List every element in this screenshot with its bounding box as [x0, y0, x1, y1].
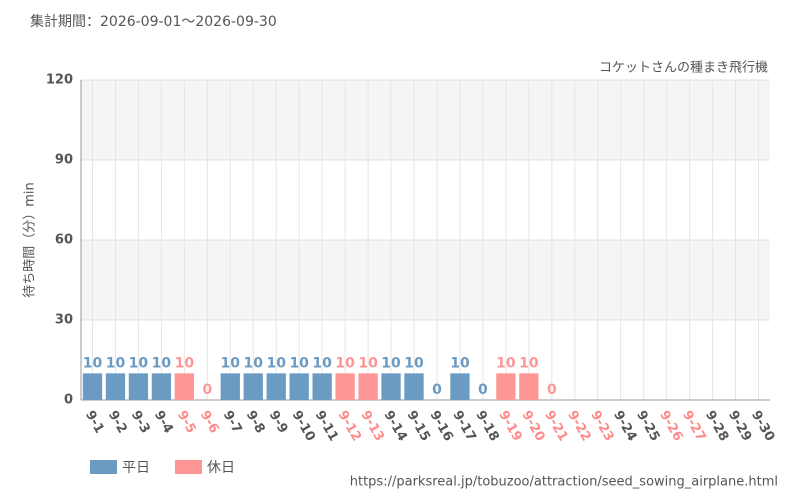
bar: [335, 373, 355, 400]
data-label: 10: [152, 355, 172, 371]
legend-swatch: [175, 460, 202, 474]
y-tick-label: 30: [55, 313, 73, 328]
data-label: 0: [478, 382, 488, 398]
data-label: 0: [547, 382, 557, 398]
bar: [312, 373, 332, 400]
chart-title: 集計期間：2026-09-01～2026-09-30: [30, 13, 277, 30]
x-tick-label: 9-6: [197, 408, 222, 436]
chart-subtitle: コケットさんの種まき飛行機: [599, 60, 768, 76]
data-label: 10: [244, 355, 264, 371]
data-label: 0: [202, 382, 212, 398]
legend-swatch: [90, 460, 117, 474]
bar: [220, 373, 240, 400]
bar: [358, 373, 378, 400]
source-url: https://parksreal.jp/tobuzoo/attraction/…: [350, 475, 778, 490]
x-tick-label: 9-7: [220, 408, 245, 436]
bar: [404, 373, 424, 400]
data-label: 10: [312, 355, 332, 371]
x-tick-label: 9-4: [151, 408, 176, 436]
data-label: 10: [266, 355, 286, 371]
bar: [381, 373, 401, 400]
x-tick-label: 9-9: [266, 408, 291, 436]
data-label: 10: [450, 355, 470, 371]
data-label: 10: [519, 355, 539, 371]
x-tick-label: 9-2: [105, 408, 130, 436]
plot-band: [81, 240, 770, 320]
y-tick-label: 120: [46, 73, 73, 88]
y-tick-label: 90: [55, 153, 73, 168]
bar: [151, 373, 172, 400]
data-label: 10: [496, 355, 516, 371]
data-label: 10: [83, 355, 103, 371]
bar: [243, 373, 263, 400]
x-tick-label: 9-1: [82, 408, 107, 436]
bar: [128, 373, 149, 400]
bar: [105, 373, 126, 400]
x-tick-label: 9-5: [174, 408, 199, 436]
bar: [496, 373, 516, 400]
bar: [174, 373, 194, 400]
bar: [519, 373, 539, 400]
y-tick-label: 0: [64, 393, 73, 408]
data-label: 10: [381, 355, 401, 371]
bar: [450, 373, 470, 400]
data-label: 10: [221, 355, 241, 371]
data-label: 10: [106, 355, 126, 371]
data-label: 10: [335, 355, 355, 371]
data-label: 10: [358, 355, 378, 371]
y-axis-label: 待ち時間（分）min: [23, 182, 38, 298]
data-label: 10: [129, 355, 149, 371]
y-tick-label: 60: [55, 233, 73, 248]
legend-label: 休日: [207, 460, 235, 476]
x-tick-label: 9-8: [243, 408, 268, 436]
x-tick-label: 9-30: [748, 408, 777, 444]
x-tick-label: 9-3: [128, 408, 153, 436]
data-label: 10: [404, 355, 424, 371]
legend-label: 平日: [122, 460, 150, 476]
plot-band: [81, 80, 770, 160]
bar: [82, 373, 103, 400]
bar: [266, 373, 286, 400]
data-label: 10: [289, 355, 309, 371]
data-label: 0: [432, 382, 442, 398]
bar: [289, 373, 309, 400]
data-label: 10: [175, 355, 195, 371]
